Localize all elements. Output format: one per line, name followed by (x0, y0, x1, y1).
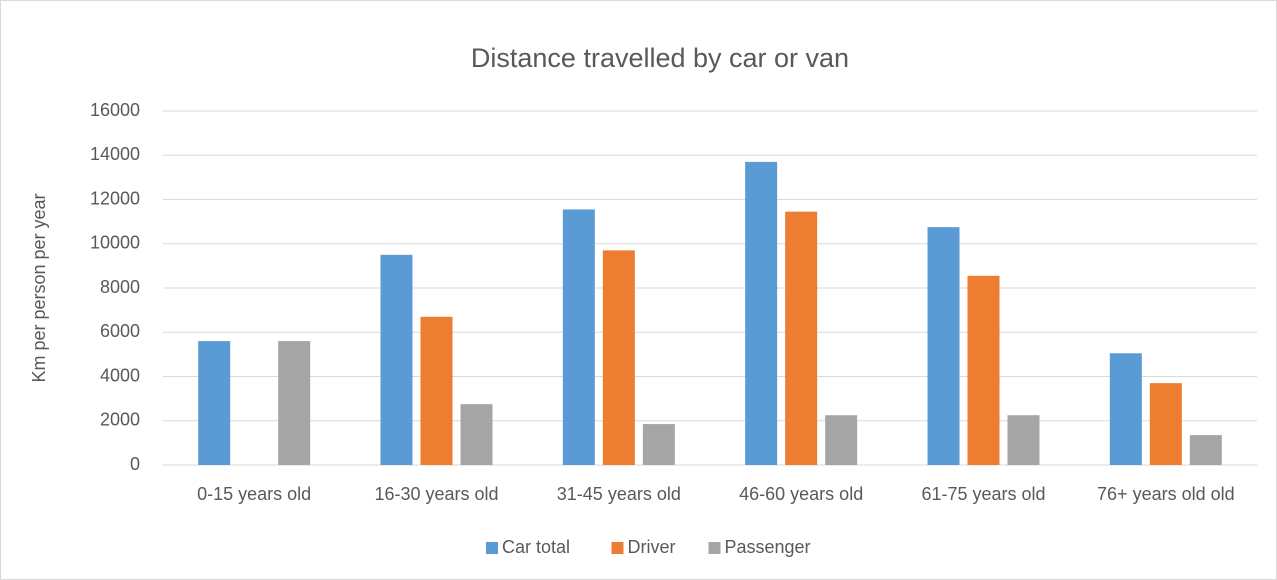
bar (927, 227, 960, 465)
y-tick-label: 8000 (100, 277, 140, 297)
legend-label: Passenger (725, 537, 811, 557)
x-tick-label: 16-30 years old (374, 484, 498, 504)
legend-swatch (708, 542, 721, 554)
bar (1109, 353, 1142, 465)
y-tick-label: 4000 (100, 365, 140, 385)
bar (198, 341, 231, 465)
x-tick-label: 46-60 years old (739, 484, 863, 504)
x-tick-label: 0-15 years old (197, 484, 311, 504)
legend-swatch (486, 542, 498, 554)
bar (380, 254, 413, 465)
y-tick-label: 12000 (90, 188, 140, 208)
chart-title: Distance travelled by car or van (471, 43, 849, 73)
x-tick-label: 76+ years old old (1097, 484, 1235, 504)
bar (562, 209, 595, 465)
bar (642, 424, 675, 465)
bar (420, 316, 453, 465)
y-tick-label: 2000 (100, 410, 140, 430)
bar (602, 250, 635, 465)
legend-label: Car total (502, 537, 570, 557)
x-tick-label: 31-45 years old (557, 484, 681, 504)
bar (785, 211, 818, 465)
y-tick-label: 6000 (100, 321, 140, 341)
bar (825, 415, 858, 465)
legend-swatch (611, 542, 624, 554)
bar (1149, 383, 1182, 465)
bar (460, 404, 493, 465)
legend-label: Driver (628, 537, 676, 557)
bar (745, 161, 778, 465)
x-tick-label: 61-75 years old (921, 484, 1045, 504)
y-tick-label: 10000 (90, 233, 140, 253)
bar (967, 275, 1000, 465)
y-tick-label: 0 (130, 454, 140, 474)
bar (1007, 415, 1040, 465)
bar (278, 341, 311, 465)
y-tick-label: 14000 (90, 144, 140, 164)
y-axis-label: Km per person per year (29, 193, 49, 382)
y-tick-label: 16000 (90, 100, 140, 120)
bar (1189, 435, 1222, 465)
